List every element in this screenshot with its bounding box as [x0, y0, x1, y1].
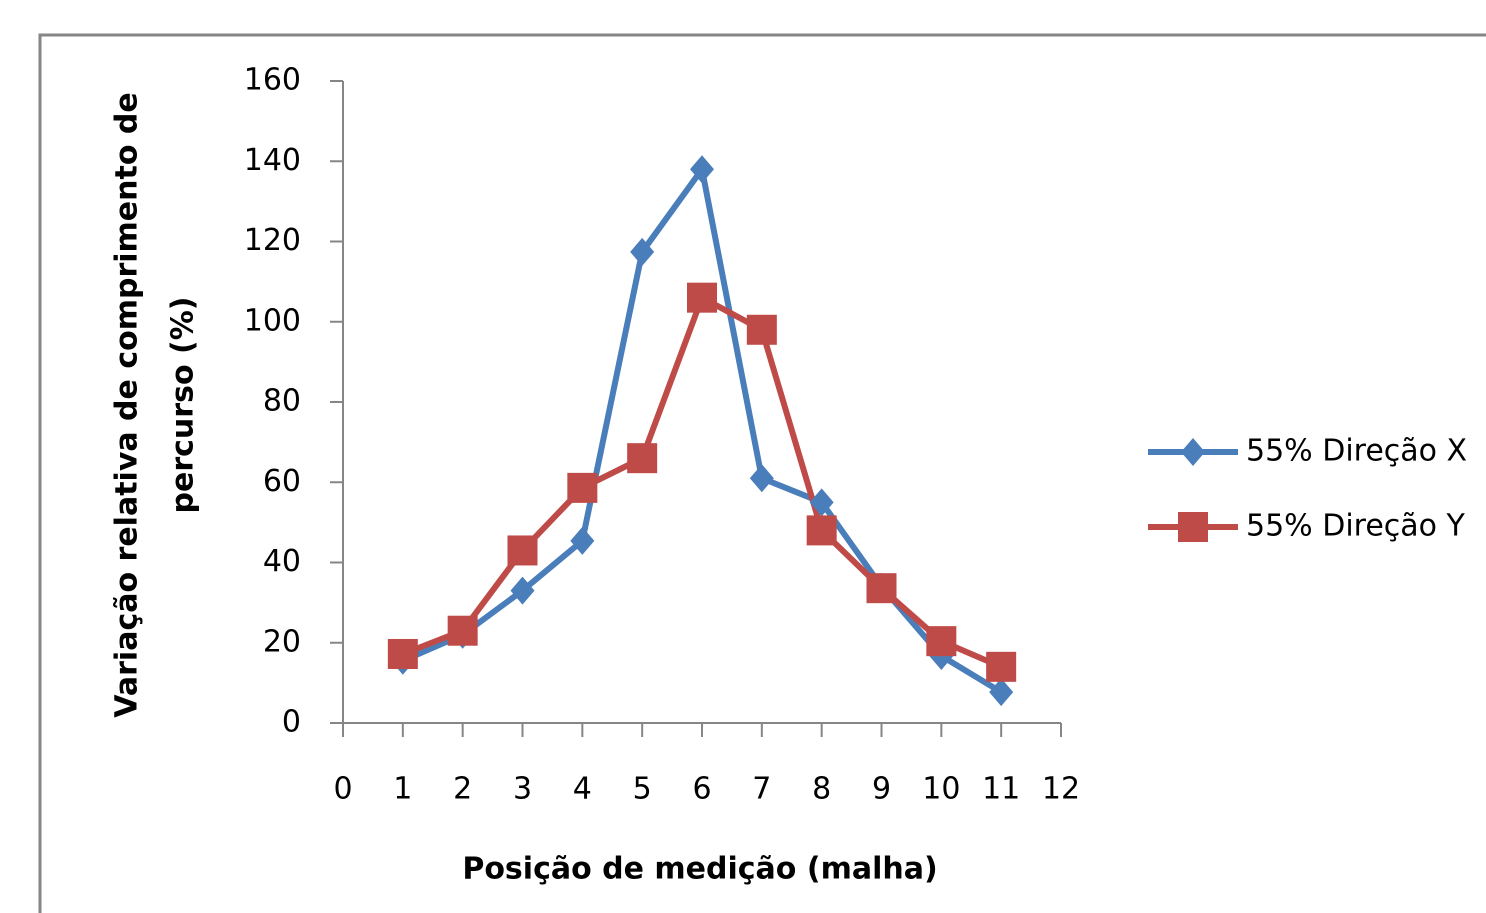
marker: [570, 526, 595, 555]
marker: [630, 237, 655, 266]
marker: [746, 314, 777, 345]
legend-label: 55% Direção Y: [1246, 509, 1466, 544]
x-axis-title: Posição de medição (malha): [462, 852, 937, 887]
marker: [510, 576, 535, 605]
x-tick-label: 5: [633, 772, 652, 807]
marker: [567, 472, 598, 503]
x-tick-label: 4: [573, 772, 592, 807]
legend-label: 55% Direção X: [1246, 434, 1467, 469]
x-tick-label: 11: [982, 772, 1020, 807]
x-tick-label: 6: [692, 772, 711, 807]
marker: [866, 573, 897, 604]
marker: [809, 488, 834, 517]
marker: [687, 282, 717, 313]
y-axis-title: Variação relativa de comprimento de: [110, 92, 145, 717]
marker: [447, 615, 478, 646]
x-tick-label: 3: [513, 772, 532, 807]
marker: [926, 626, 957, 657]
y-tick-label: 80: [263, 384, 301, 419]
y-tick-label: 60: [263, 464, 301, 499]
x-tick-label: 1: [393, 772, 412, 807]
marker: [507, 535, 538, 566]
x-tick-label: 2: [453, 772, 472, 807]
y-tick-label: 140: [244, 143, 301, 178]
y-tick-label: 0: [282, 705, 301, 740]
marker: [1178, 512, 1208, 542]
marker: [387, 638, 418, 669]
marker: [806, 515, 837, 546]
marker: [989, 678, 1014, 707]
y-tick-label: 120: [244, 223, 301, 258]
marker: [627, 443, 658, 474]
marker: [1181, 438, 1205, 466]
y-tick-label: 20: [263, 624, 301, 659]
y-axis-title: percurso (%): [166, 297, 201, 514]
x-tick-label: 7: [752, 772, 771, 807]
marker: [986, 651, 1017, 682]
x-tick-label: 0: [333, 772, 352, 807]
y-tick-label: 100: [244, 303, 301, 338]
x-tick-label: 10: [922, 772, 960, 807]
x-tick-label: 8: [812, 772, 831, 807]
marker: [690, 155, 714, 184]
y-tick-label: 160: [244, 63, 301, 98]
marker: [749, 464, 774, 493]
x-tick-label: 9: [872, 772, 891, 807]
x-tick-label: 12: [1042, 772, 1080, 807]
y-tick-label: 40: [263, 544, 301, 579]
